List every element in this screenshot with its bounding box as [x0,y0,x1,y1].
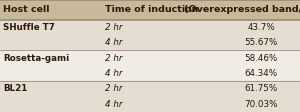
Text: Time of induction: Time of induction [105,5,198,14]
Text: (Overexpressed band/pellet): (Overexpressed band/pellet) [184,5,300,14]
Text: 43.7%: 43.7% [247,23,275,32]
Bar [0,81,300,97]
Bar [0,0,300,20]
Text: BL21: BL21 [3,84,27,93]
Bar [0,20,300,35]
Text: 70.03%: 70.03% [244,100,278,109]
Text: 2 hr: 2 hr [105,84,122,93]
Text: Rosetta-gami: Rosetta-gami [3,54,69,63]
Bar [0,50,300,66]
Text: Host cell: Host cell [3,5,50,14]
Text: 64.34%: 64.34% [244,69,278,78]
Bar [0,97,300,112]
Text: 2 hr: 2 hr [105,23,122,32]
Text: 4 hr: 4 hr [105,100,122,109]
Text: SHuffle T7: SHuffle T7 [3,23,55,32]
Text: 55.67%: 55.67% [244,38,278,47]
Text: 61.75%: 61.75% [244,84,278,93]
Text: 2 hr: 2 hr [105,54,122,63]
Text: 58.46%: 58.46% [244,54,278,63]
Bar [0,66,300,81]
Text: 4 hr: 4 hr [105,38,122,47]
Text: 4 hr: 4 hr [105,69,122,78]
Bar [0,35,300,50]
